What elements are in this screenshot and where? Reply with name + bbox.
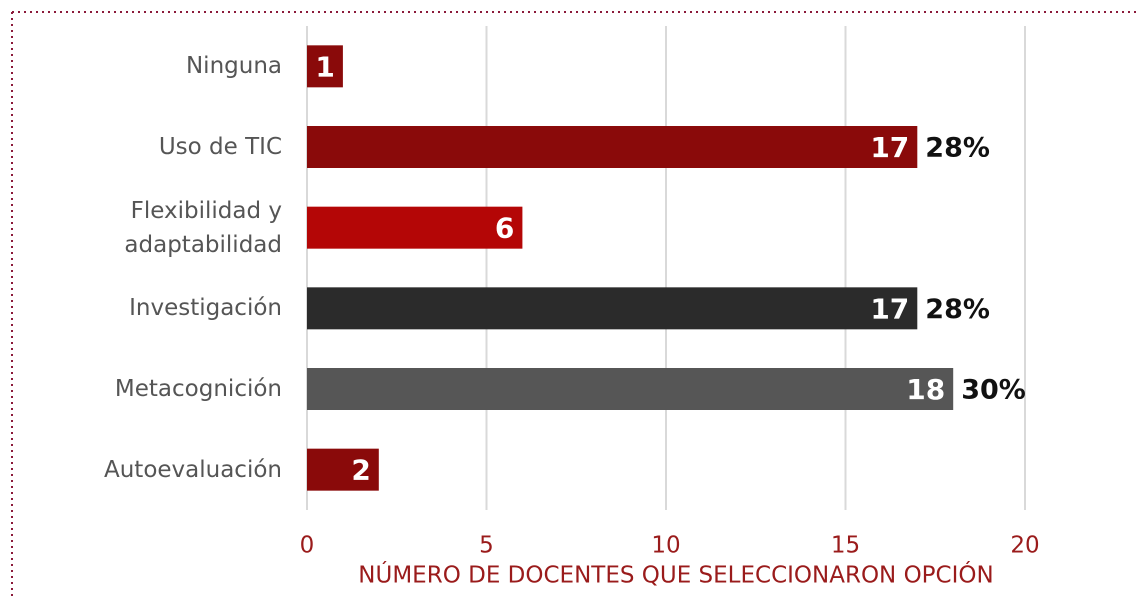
category-label: Flexibilidad y adaptabilidad: [124, 197, 282, 258]
category-label: Autoevaluación: [103, 456, 282, 483]
x-tick-label: 15: [831, 533, 860, 559]
value-label: 1: [315, 50, 334, 83]
category-label: Uso de TIC: [158, 134, 282, 160]
bar: [307, 206, 523, 249]
value-label: 18: [906, 373, 945, 406]
x-axis-title: NÚMERO DE DOCENTES QUE SELECCIONARON OPC…: [358, 561, 993, 589]
value-label: 17: [870, 131, 909, 164]
bar: [307, 126, 918, 168]
category-label: Metacognición: [114, 376, 282, 402]
value-label: 6: [495, 212, 514, 245]
x-tick-label: 10: [651, 533, 680, 559]
percent-label: 30%: [961, 375, 1026, 406]
bar: [307, 287, 918, 330]
bar: [307, 448, 379, 491]
value-label: 17: [870, 292, 909, 325]
x-tick-label: 20: [1010, 533, 1039, 559]
percent-label: 28%: [925, 133, 990, 164]
x-tick-label: 5: [479, 533, 494, 559]
percent-label: 28%: [925, 294, 990, 325]
value-label: 2: [351, 454, 370, 487]
category-label: Ninguna: [185, 53, 282, 80]
x-tick-label: 0: [300, 533, 315, 559]
bar: [307, 368, 954, 410]
bar: [307, 45, 343, 88]
category-label: Investigación: [129, 295, 282, 322]
